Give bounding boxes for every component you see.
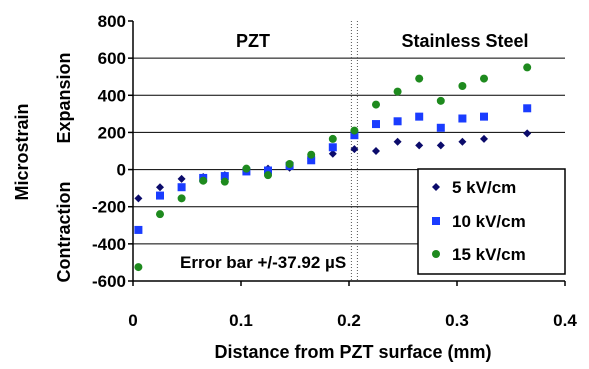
data-point [220,172,229,181]
data-point [328,134,337,143]
y-axis-title: Microstrain [12,103,32,200]
x-tick-label: 0.2 [337,311,361,330]
pzt-steel-boundary [350,21,358,281]
legend-marker [432,217,440,225]
data-point [177,183,186,192]
x-tick-labels: 0 0.1 0.2 0.3 0.4 [128,311,577,330]
axes [128,20,566,286]
data-point [436,141,445,150]
data-point [350,145,359,154]
data-point [372,120,380,129]
data-point [156,210,164,219]
data-point [242,164,251,173]
legend-marker [432,250,440,258]
data-point [264,166,272,175]
data-point [134,194,143,203]
y-tick-label: 200 [98,123,126,142]
data-point [285,160,294,168]
expansion-label: Expansion [54,52,74,143]
data-point [393,137,402,146]
legend: 5 kV/cm 10 kV/cm 15 kV/cm [417,168,566,275]
region-label-stainless-steel: Stainless Steel [401,31,528,51]
data-point [156,191,164,200]
data-point [458,137,467,146]
data-point [372,100,380,109]
data-point [177,194,186,203]
y-tick-labels: -600 -400 -200 0 200 400 600 800 [92,12,126,291]
legend-markers [432,183,440,258]
data-point [458,82,467,90]
contraction-label: Contraction [54,182,74,283]
data-point [523,129,532,138]
data-series [134,63,532,272]
y-tick-label: 0 [117,161,126,180]
data-point [307,150,316,159]
y-tick-label: -400 [92,235,126,254]
data-point [350,131,359,140]
data-point [156,183,164,192]
x-tick-label: 0.4 [553,311,577,330]
data-point [199,176,208,185]
data-point [350,126,359,135]
x-tick-label: 0.1 [229,311,253,330]
data-point [415,141,424,150]
data-point [264,171,272,180]
legend-label-5kv: 5 kV/cm [452,178,516,197]
x-tick-label: 0.3 [445,311,469,330]
data-point [480,112,488,121]
legend-label-15kv: 15 kV/cm [452,245,526,264]
y-tick-label: 400 [98,86,126,105]
error-bar-annotation: Error bar +/-37.92 µS [180,253,346,272]
x-axis-title: Distance from PZT surface (mm) [214,342,491,362]
data-point [328,143,337,152]
data-point [220,177,229,186]
y-tick-label: 800 [98,12,126,31]
data-point [177,174,186,183]
series-2 [134,63,532,272]
data-point [523,63,532,72]
legend-label-10kv: 10 kV/cm [452,212,526,231]
x-tick-label: 0 [128,311,137,330]
data-point [134,263,143,272]
legend-marker [432,183,440,191]
y-tick-label: -600 [92,272,126,291]
data-point [436,96,445,105]
data-point [436,123,445,132]
y-tick-label: 600 [98,49,126,68]
data-point [307,156,316,165]
y-tick-label: -200 [92,198,126,217]
data-point [415,74,424,83]
data-point [480,134,488,143]
data-point [393,87,402,96]
data-point [328,149,337,158]
data-point [393,117,402,126]
legend-box [417,168,566,275]
data-point [523,104,532,113]
data-point [372,147,380,155]
region-label-pzt: PZT [236,31,270,51]
data-point [480,74,488,83]
data-point [134,225,143,234]
data-point [415,112,424,121]
data-point [458,114,467,123]
